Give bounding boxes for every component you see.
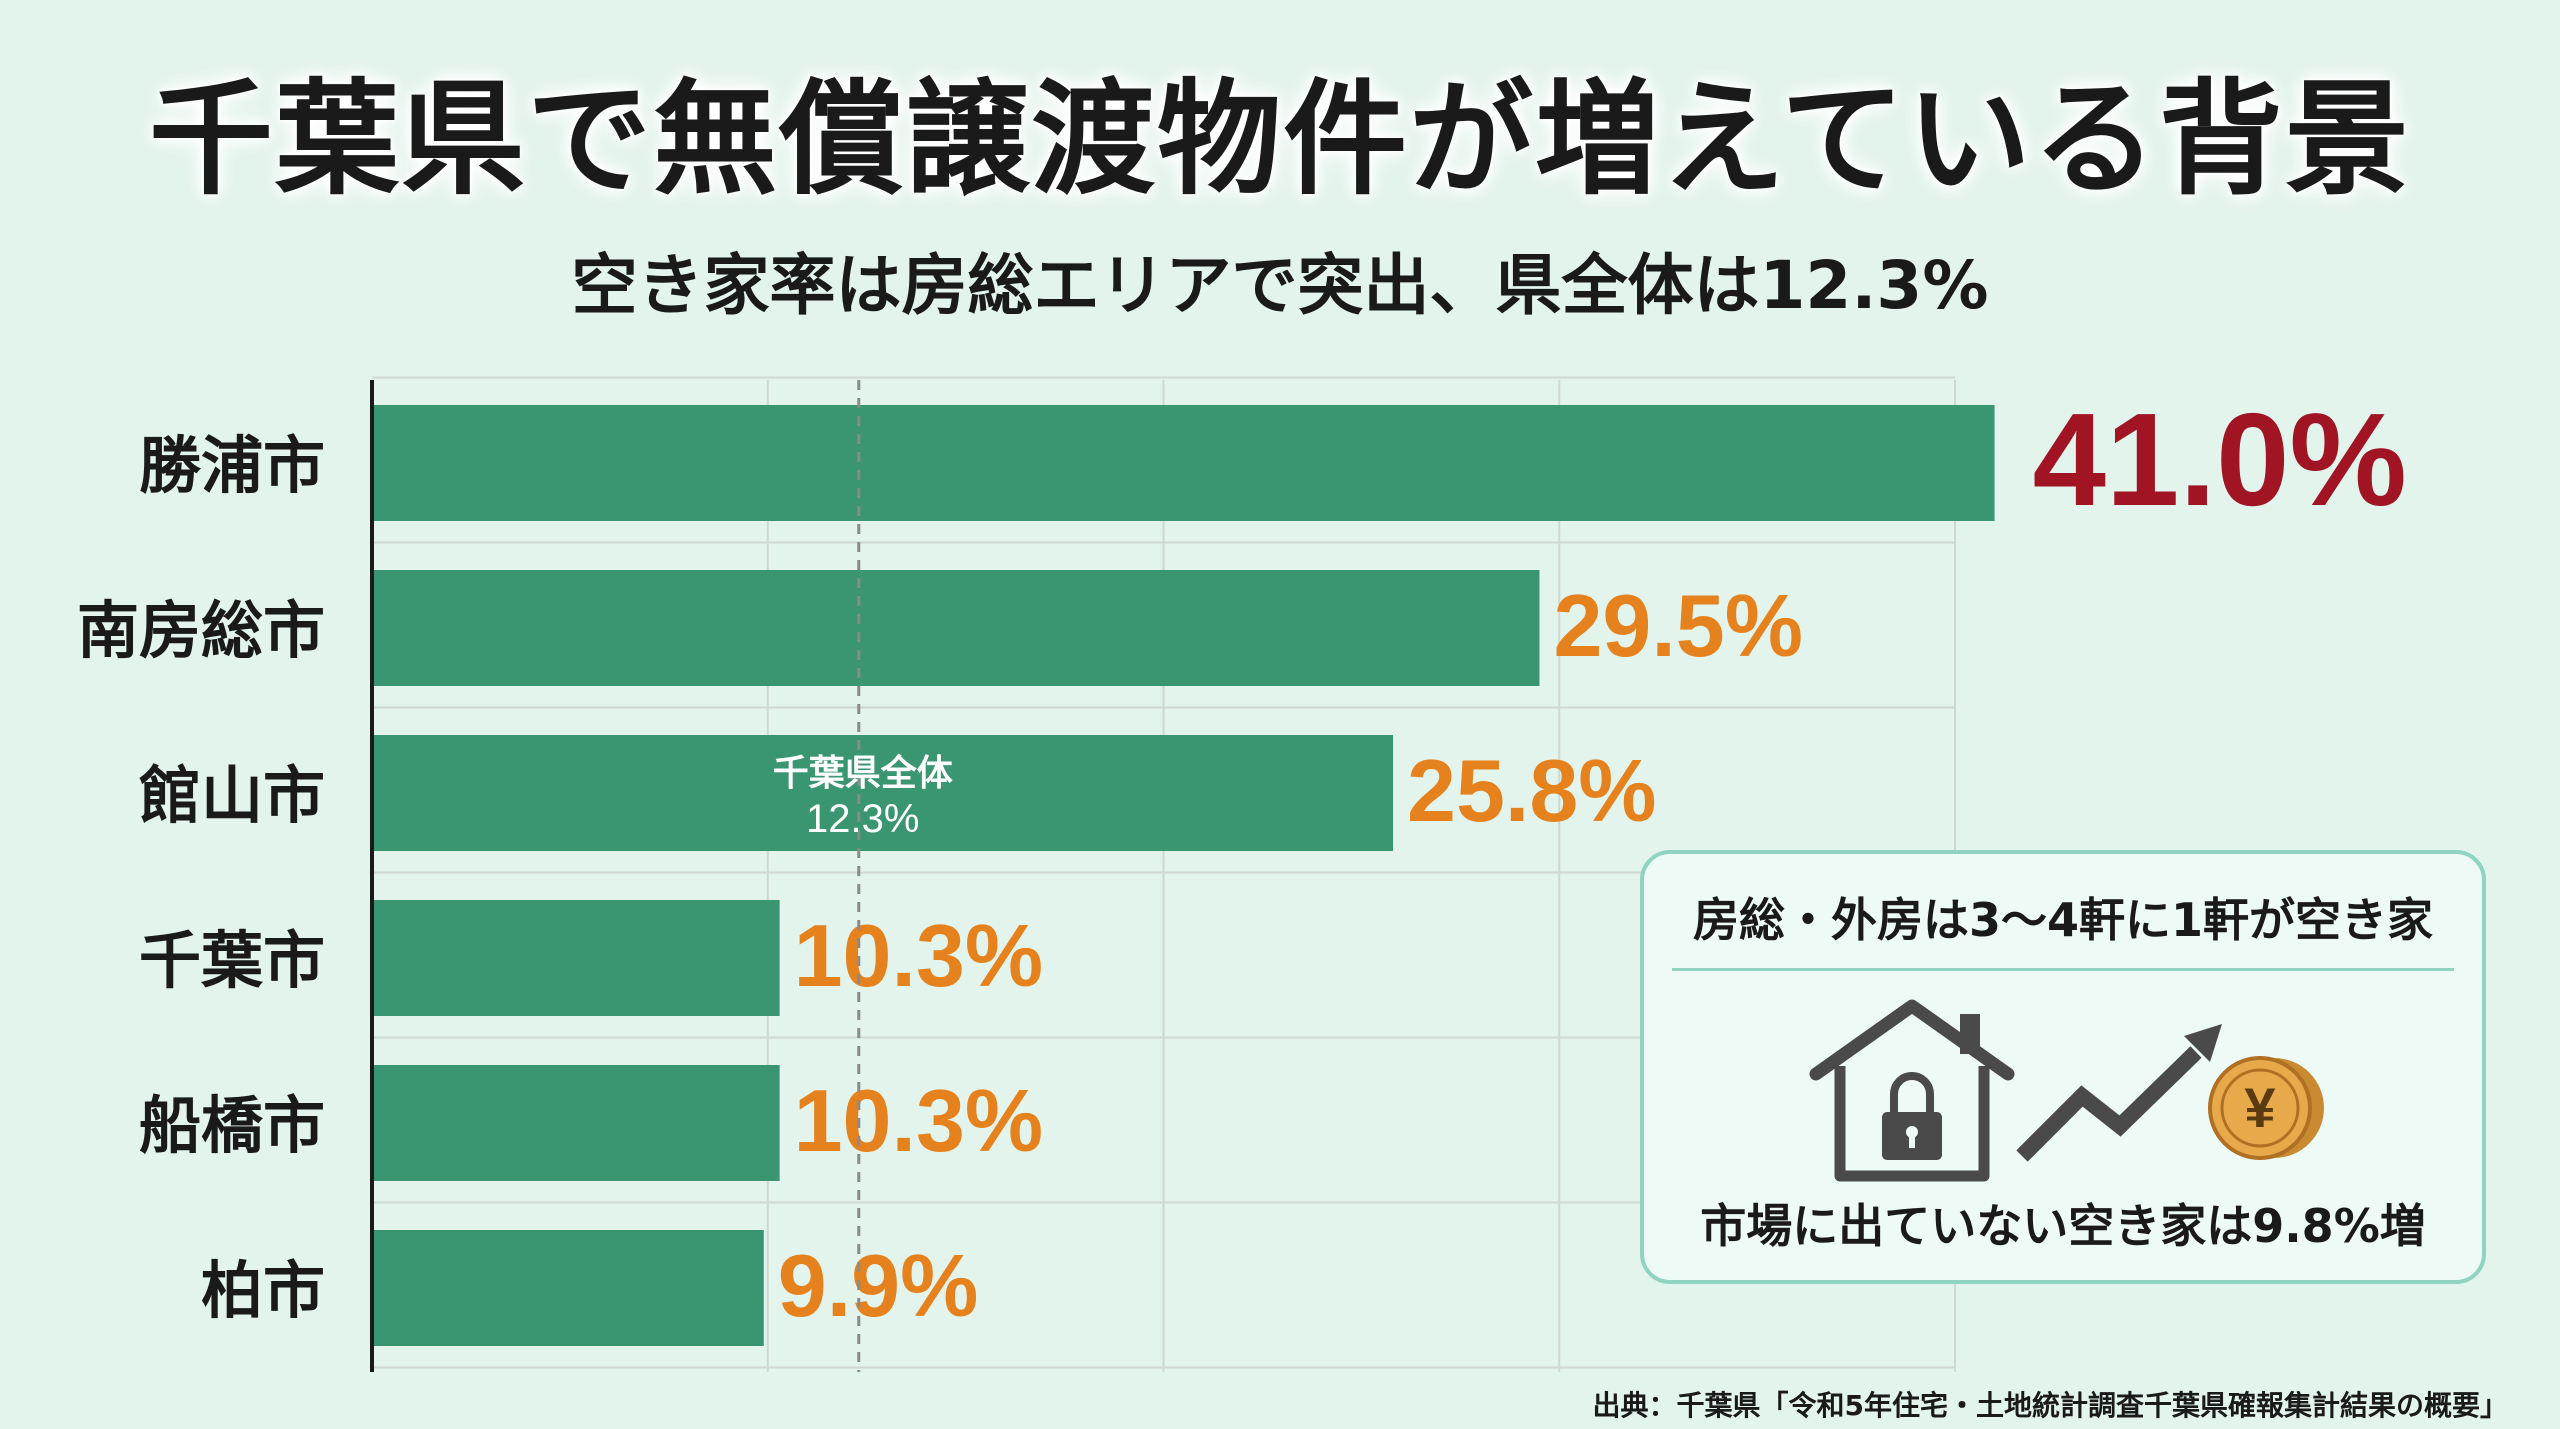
page-subtitle: 空き家率は房総エリアで突出、県全体は12.3% — [571, 247, 1989, 324]
bar — [372, 735, 1394, 851]
value-label: 25.8% — [1407, 741, 1657, 840]
page-title: 千葉県で無償譲渡物件が増えている背景 — [149, 68, 2411, 212]
bar — [372, 1230, 764, 1346]
callout-footer: 市場に出ていない空き家は9.8%増 — [1700, 1199, 2426, 1253]
bar — [372, 570, 1540, 686]
callout-heading: 房総・外房は3〜4軒に1軒が空き家 — [1692, 893, 2434, 947]
bar — [372, 900, 780, 1016]
rising-trend-arrow-icon — [2016, 1024, 2222, 1162]
reference-line-label: 千葉県全体 — [773, 752, 953, 794]
yen-coin-icon: ¥ — [2208, 1056, 2324, 1160]
value-label: 10.3% — [794, 906, 1044, 1005]
callout-box: 房総・外房は3〜4軒に1軒が空き家 ¥ 市場に出ていない空き家は9.8%増 — [1640, 850, 2486, 1284]
category-label: 南房総市 — [77, 594, 325, 667]
callout-icon-row: ¥ — [1809, 999, 2324, 1182]
value-label: 9.9% — [778, 1236, 979, 1335]
house-lock-icon — [1809, 999, 2015, 1182]
bar — [372, 405, 1995, 521]
value-label: 41.0% — [2033, 386, 2407, 533]
svg-text:¥: ¥ — [2244, 1076, 2275, 1139]
category-label: 館山市 — [139, 759, 325, 832]
value-label: 10.3% — [794, 1071, 1044, 1170]
category-label: 柏市 — [201, 1254, 325, 1327]
category-label: 勝浦市 — [139, 429, 325, 502]
category-label: 千葉市 — [139, 924, 325, 997]
category-label: 船橋市 — [139, 1089, 325, 1162]
reference-line-value: 12.3% — [806, 797, 919, 841]
source-note: 出典：千葉県「令和5年住宅・土地統計調査千葉県確報集計結果の概要」 — [1592, 1389, 2509, 1422]
value-label: 29.5% — [1553, 576, 1803, 675]
callout-divider — [1672, 968, 2454, 971]
bar — [372, 1065, 780, 1181]
